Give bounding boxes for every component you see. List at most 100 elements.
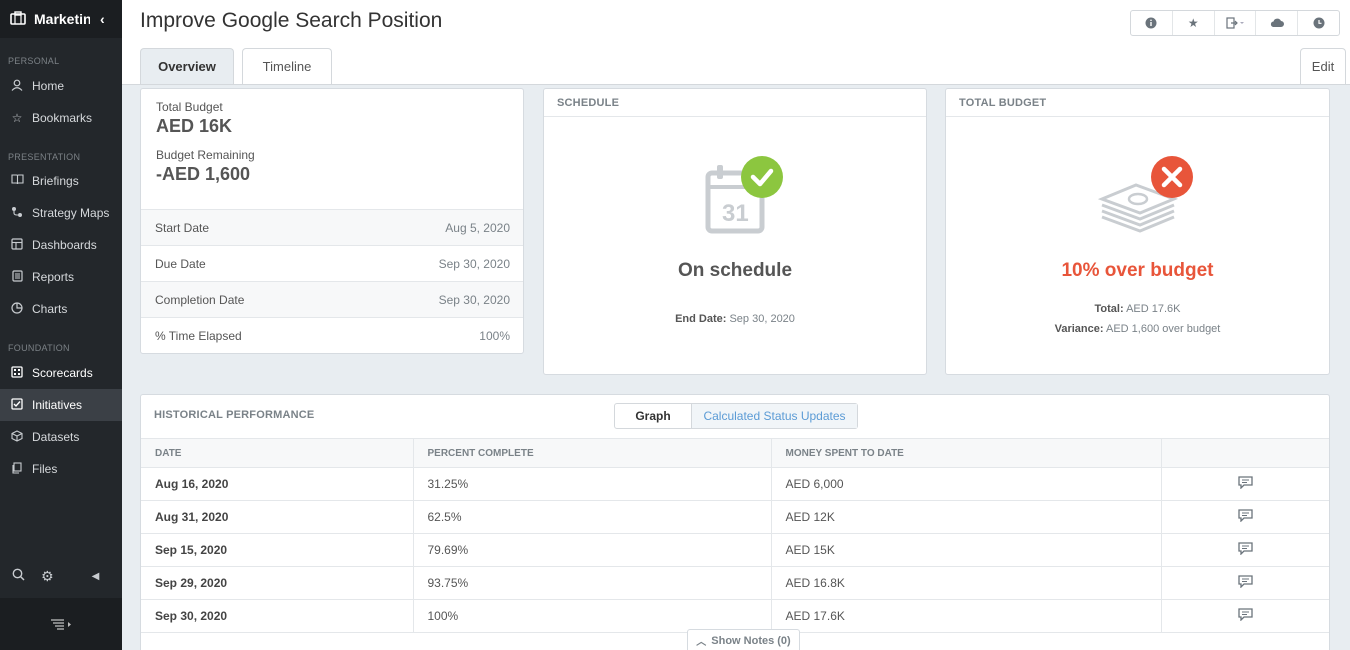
end-date-line: End Date: Sep 30, 2020: [544, 313, 926, 325]
edit-button[interactable]: Edit: [1300, 48, 1346, 84]
overview-content: Total Budget AED 16K Budget Remaining -A…: [122, 84, 1350, 650]
info-icon[interactable]: [1131, 11, 1173, 35]
sidebar-item-label: Strategy Maps: [32, 206, 110, 220]
sidebar-item-label: Home: [32, 79, 65, 93]
variance-label: Variance:: [1054, 323, 1104, 335]
chevron-left-icon[interactable]: ‹: [100, 11, 105, 27]
check-badge-icon: [741, 156, 783, 198]
history-table: DATE PERCENT COMPLETE MONEY SPENT TO DAT…: [141, 438, 1329, 633]
sidebar-item-datasets[interactable]: Datasets: [0, 421, 122, 453]
row-date: Aug 16, 2020: [141, 467, 414, 501]
checkbox-icon: [9, 397, 25, 413]
column-date[interactable]: DATE: [141, 438, 414, 468]
sidebar-item-reports[interactable]: Reports: [0, 261, 122, 293]
briefcase-icon: [10, 10, 26, 28]
sidebar-item-initiatives[interactable]: Initiatives: [0, 389, 122, 421]
row-money: AED 12K: [771, 500, 1162, 534]
sidebar-item-label: Briefings: [32, 174, 79, 188]
comment-icon[interactable]: [1161, 467, 1329, 501]
sidebar-item-home[interactable]: Home: [0, 70, 122, 102]
table-row[interactable]: Sep 30, 2020 100% AED 17.6K: [141, 599, 1329, 633]
sidebar-item-briefings[interactable]: Briefings: [0, 165, 122, 197]
sidebar-item-strategy-maps[interactable]: Strategy Maps: [0, 197, 122, 229]
search-icon[interactable]: [12, 568, 25, 584]
sidebar-item-label: Charts: [32, 302, 68, 316]
star-icon: ☆: [11, 111, 23, 125]
app-title[interactable]: Marketing: [34, 11, 90, 27]
money-stack-icon: [1096, 155, 1196, 238]
status-updates-toggle-button[interactable]: Calculated Status Updates: [692, 404, 857, 428]
sidebar-item-label: Bookmarks: [32, 111, 93, 125]
schedule-card: SCHEDULE 31 On schedule End Date: Sep 30…: [543, 88, 927, 375]
sidebar-item-bookmarks[interactable]: ☆ Bookmarks: [0, 102, 122, 134]
total-budget-heading: TOTAL BUDGET: [946, 89, 1329, 117]
menu-toggle-icon[interactable]: [0, 598, 122, 650]
row-percent: 79.69%: [413, 533, 772, 567]
show-notes-button[interactable]: ︿ Show Notes (0): [687, 629, 800, 650]
row-date: Sep 15, 2020: [141, 533, 414, 567]
calendar-day: 31: [722, 200, 749, 227]
row-money: AED 15K: [771, 533, 1162, 567]
comment-icon[interactable]: [1161, 566, 1329, 600]
section-presentation: PRESENTATION: [8, 152, 81, 162]
book-icon: [9, 174, 25, 188]
cube-icon: [9, 429, 25, 445]
view-toggle: Graph Calculated Status Updates: [614, 403, 858, 429]
sidebar-item-files[interactable]: Files: [0, 453, 122, 485]
total-value: AED 17.6K: [1126, 303, 1181, 315]
cloud-icon[interactable]: [1256, 11, 1299, 35]
sidebar-item-label: Files: [32, 462, 58, 476]
start-date-row: Start Date Aug 5, 2020: [141, 209, 523, 245]
calendar-icon: [704, 153, 784, 240]
bookmark-star-icon[interactable]: ★: [1173, 11, 1215, 35]
row-money: AED 17.6K: [771, 599, 1162, 633]
total-budget-value: AED 16K: [156, 116, 233, 136]
sidebar-item-label: Dashboards: [32, 238, 97, 252]
export-icon[interactable]: [1215, 11, 1257, 35]
user-icon: [9, 79, 25, 94]
budget-status: 10% over budget: [1061, 260, 1214, 281]
variance-line: Variance: AED 1,600 over budget: [946, 323, 1329, 335]
table-row[interactable]: Sep 29, 2020 93.75% AED 16.8K: [141, 566, 1329, 600]
strategy-map-icon: [9, 206, 25, 221]
sidebar: Marketing ‹ PERSONAL Home ☆ Bookmarks PR…: [0, 0, 122, 650]
tab-overview[interactable]: Overview: [140, 48, 234, 84]
sidebar-item-label: Reports: [32, 270, 75, 284]
comment-icon[interactable]: [1161, 599, 1329, 633]
table-row[interactable]: Sep 15, 2020 79.69% AED 15K: [141, 533, 1329, 567]
column-notes: [1161, 438, 1329, 468]
report-icon: [9, 269, 25, 285]
time-elapsed-label: % Time Elapsed: [155, 328, 242, 343]
sidebar-header: Marketing ‹: [0, 0, 122, 38]
budget-remaining-label: Budget Remaining: [156, 148, 255, 162]
start-date-label: Start Date: [155, 220, 210, 235]
row-percent: 31.25%: [413, 467, 772, 501]
end-date-label: End Date:: [675, 313, 727, 325]
row-date: Sep 30, 2020: [141, 599, 414, 633]
column-percent-complete[interactable]: PERCENT COMPLETE: [413, 438, 772, 468]
table-row[interactable]: Aug 31, 2020 62.5% AED 12K: [141, 500, 1329, 534]
toolbar: ★: [1130, 10, 1340, 36]
sidebar-item-scorecards[interactable]: Scorecards: [0, 357, 122, 389]
due-date-value: Sep 30, 2020: [438, 256, 510, 271]
completion-date-value: Sep 30, 2020: [438, 292, 510, 307]
column-money-spent[interactable]: MONEY SPENT TO DATE: [771, 438, 1162, 468]
collapse-sidebar-icon[interactable]: ◀: [91, 570, 100, 582]
graph-toggle-button[interactable]: Graph: [615, 404, 692, 428]
comment-icon[interactable]: [1161, 533, 1329, 567]
chevron-up-icon: ︿: [696, 637, 707, 648]
schedule-status: On schedule: [677, 260, 793, 281]
sidebar-item-charts[interactable]: Charts: [0, 293, 122, 325]
gear-icon[interactable]: ⚙: [41, 567, 54, 584]
sidebar-item-dashboards[interactable]: Dashboards: [0, 229, 122, 261]
row-date: Aug 31, 2020: [141, 500, 414, 534]
clock-icon[interactable]: [1298, 11, 1339, 35]
tab-timeline[interactable]: Timeline: [242, 48, 332, 84]
total-line: Total: AED 17.6K: [946, 303, 1329, 315]
end-date-value: Sep 30, 2020: [729, 313, 795, 325]
time-elapsed-row: % Time Elapsed 100%: [141, 317, 523, 353]
comment-icon[interactable]: [1161, 500, 1329, 534]
table-row[interactable]: Aug 16, 2020 31.25% AED 6,000: [141, 467, 1329, 501]
completion-date-label: Completion Date: [155, 292, 245, 307]
variance-value: AED 1,600 over budget: [1106, 323, 1221, 335]
